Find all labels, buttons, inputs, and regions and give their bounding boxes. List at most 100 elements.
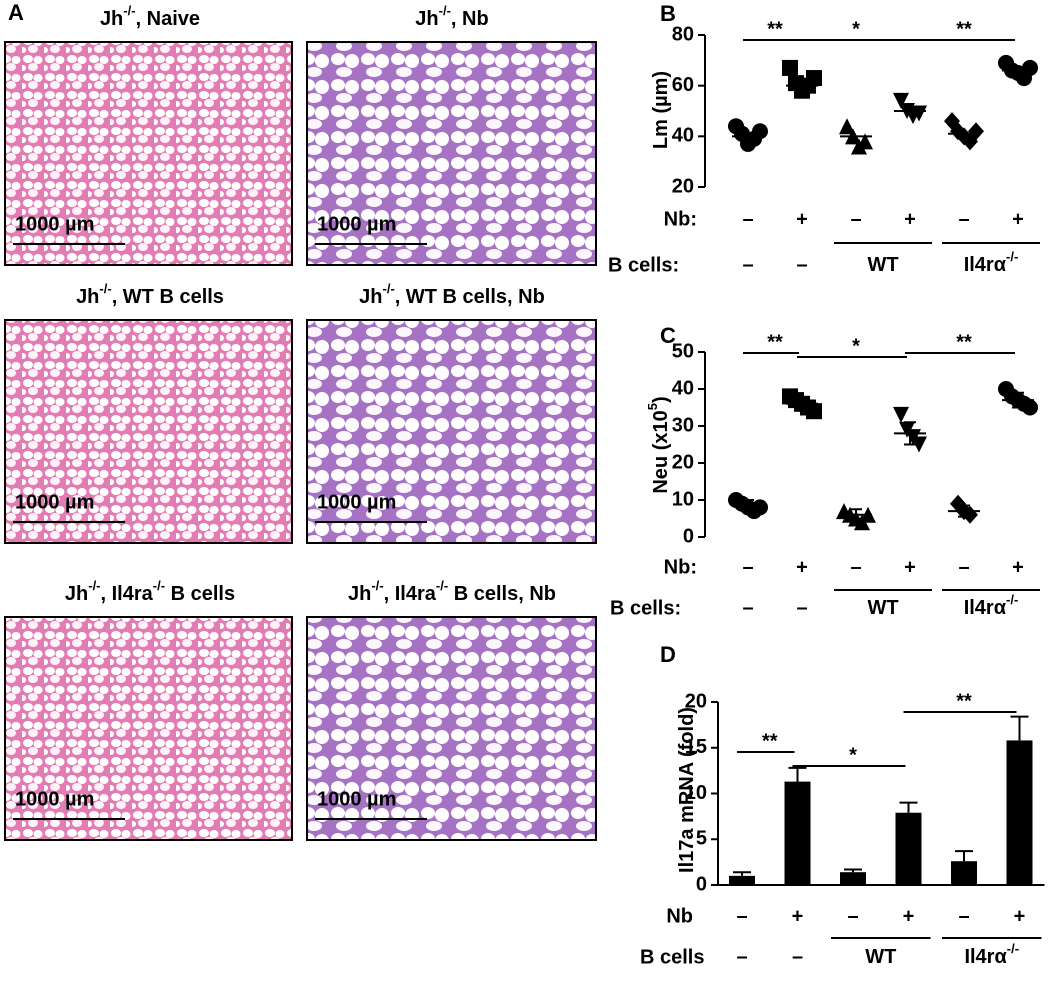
group-label-part: – — [742, 597, 753, 619]
x-tick-label: – — [958, 208, 969, 230]
x-tick-label: – — [958, 556, 969, 578]
data-point — [752, 123, 768, 140]
bar — [951, 861, 977, 885]
panel-label: D — [660, 642, 676, 667]
panel-label: B — [660, 1, 676, 26]
data-point — [968, 122, 984, 141]
data-point — [806, 403, 822, 420]
image-title-part: -/- — [153, 578, 165, 593]
bar — [784, 781, 811, 885]
group-label: WT — [865, 946, 896, 968]
scale-label: 1000 µm — [15, 213, 94, 235]
group-label-part: -/- — [1006, 592, 1018, 607]
x-tick-label: + — [792, 905, 804, 927]
image-title-part: -/- — [88, 578, 100, 593]
error-bar — [899, 801, 918, 813]
y-axis-label: Lm (µm) — [650, 71, 672, 149]
y-tick-label: 20 — [672, 451, 694, 473]
data-point — [893, 92, 909, 109]
micrograph — [306, 616, 597, 841]
significance-label: * — [849, 744, 857, 766]
bar — [1006, 740, 1033, 885]
group-label: – — [792, 946, 803, 968]
scale-label: 1000 µm — [15, 491, 94, 513]
group-label: Il4rα-/- — [964, 941, 1019, 968]
y-axis-label: Il17a mRNA (fold) — [676, 707, 698, 873]
panel-label: A — [8, 0, 24, 25]
significance-label: ** — [762, 730, 778, 752]
data-point — [806, 70, 822, 87]
y-tick-label: 30 — [672, 414, 694, 436]
histology-grid — [4, 41, 597, 841]
group-label-part: – — [792, 946, 803, 968]
error-bar — [850, 508, 862, 522]
x-tick-label: + — [1012, 556, 1024, 578]
y-tick-label: 80 — [672, 23, 694, 45]
group-label-part: WT — [865, 946, 896, 968]
x-tick-label: – — [736, 905, 747, 927]
data-point — [911, 436, 927, 453]
x-tick-label: + — [796, 556, 808, 578]
group-label: Il4rα-/- — [964, 592, 1019, 619]
micrograph — [306, 41, 597, 266]
error-bar — [742, 499, 754, 513]
image-title-part: -/- — [123, 3, 135, 18]
group-label: – — [796, 254, 807, 276]
group-row-label: B cells: — [608, 254, 679, 276]
image-title-part: -/- — [371, 578, 383, 593]
group-label: WT — [867, 254, 898, 276]
image-title: Jh-/-, Il4ra-/- B cells, Nb — [348, 578, 556, 605]
group-label-part: WT — [867, 597, 898, 619]
x-tick-label: – — [850, 208, 861, 230]
x-tick-label: – — [847, 905, 858, 927]
group-label: WT — [867, 597, 898, 619]
data-point — [857, 133, 873, 150]
y-tick-label: 40 — [672, 377, 694, 399]
group-label-part: -/- — [1007, 941, 1019, 956]
image-title-part: Jh — [348, 583, 371, 605]
y-tick-label: 0 — [683, 525, 694, 547]
y-tick-label: 60 — [672, 74, 694, 96]
group-label-part: – — [796, 597, 807, 619]
significance-label: ** — [956, 18, 972, 40]
scale-label: 1000 µm — [15, 788, 94, 810]
image-title: Jh-/-, Nb — [415, 3, 488, 30]
error-bar — [844, 868, 862, 873]
y-axis-label-part: Lm (µm) — [650, 71, 672, 149]
image-title-part: , Nb — [451, 8, 489, 30]
error-bar — [733, 871, 751, 876]
group-label: – — [796, 597, 807, 619]
error-bar — [1012, 391, 1024, 409]
group-label-part: Il4rα — [964, 597, 1007, 619]
y-axis-label-part: 5 — [645, 403, 660, 410]
group-label: – — [736, 946, 747, 968]
group-row-label: B cells — [640, 946, 704, 968]
y-tick-label: 5 — [696, 828, 707, 850]
x-tick-label: + — [1014, 905, 1026, 927]
data-point — [839, 118, 855, 135]
y-axis-label-part: Il17a mRNA (fold) — [676, 707, 698, 873]
group-row-label: B cells: — [610, 597, 681, 619]
y-axis-label: Neu (x105) — [645, 396, 672, 493]
y-tick-label: 20 — [685, 690, 707, 712]
micrograph — [4, 41, 293, 266]
x-tick-label: – — [958, 905, 969, 927]
significance-label: * — [852, 335, 860, 357]
bar — [729, 875, 755, 885]
y-axis-label-part: ) — [650, 396, 672, 403]
image-title: Jh-/-, WT B cells, Nb — [359, 281, 545, 308]
bar — [840, 872, 866, 885]
row-label: Nb: — [664, 208, 697, 230]
x-tick-label: + — [796, 208, 808, 230]
image-title-part: Jh — [415, 8, 438, 30]
group-label-part: – — [796, 254, 807, 276]
x-tick-label: + — [1012, 208, 1024, 230]
group-label: Il4rα-/- — [964, 249, 1019, 276]
data-point — [782, 59, 798, 76]
micrograph — [306, 319, 597, 544]
image-title-part: Jh — [359, 286, 382, 308]
image-title-part: , WT B cells — [112, 286, 224, 308]
group-label-part: WT — [867, 254, 898, 276]
data-point — [1022, 399, 1038, 416]
